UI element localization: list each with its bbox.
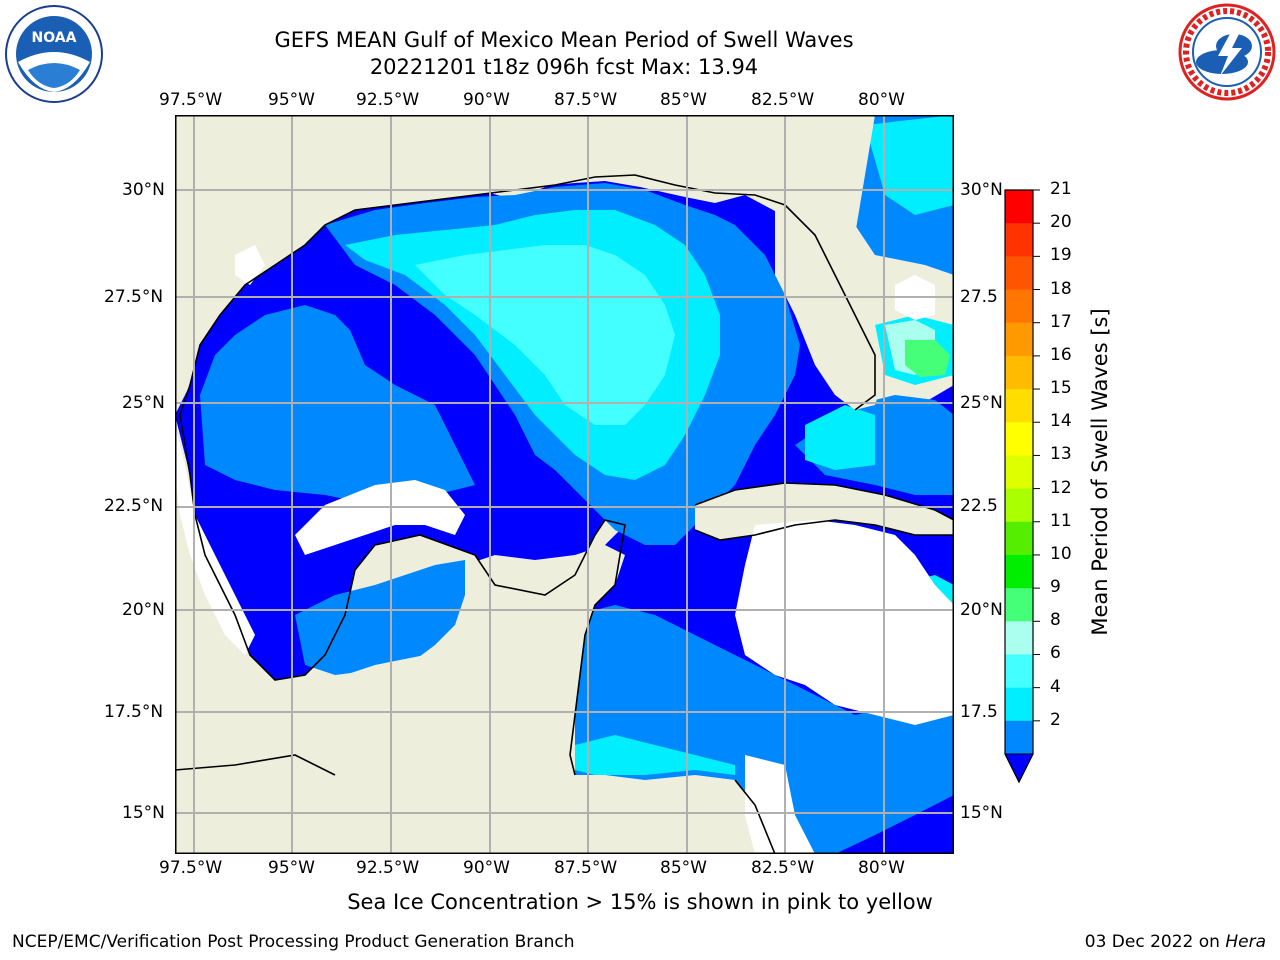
swell-4-6s [805, 405, 875, 470]
yucatan-land [175, 545, 775, 854]
colorbar-label: Mean Period of Swell Waves [s] [1088, 308, 1112, 636]
lon-tick-bottom: 95°W [268, 858, 315, 878]
colorbar-tick-label: 17 [1050, 311, 1072, 332]
colorbar-segment [1005, 521, 1033, 556]
map-subtitle: 20221201 t18z 096h fcst Max: 13.94 [369, 55, 759, 79]
colorbar-tick-label: 14 [1050, 411, 1072, 432]
lon-tick-top: 87.5°W [554, 90, 618, 110]
colorbar-segment [1005, 621, 1033, 655]
swell-4-6s [575, 735, 735, 775]
colorbar-tick-label: 16 [1050, 344, 1072, 365]
colorbar-segment [1005, 322, 1033, 357]
colorbar-extend-arrow [1004, 753, 1034, 784]
map-frame [175, 115, 954, 854]
nws-logo [1176, 2, 1278, 102]
lat-tick-right: 27.5 [960, 287, 998, 307]
lat-tick-left: 15°N [122, 803, 165, 823]
lat-tick-left: 25°N [122, 393, 165, 413]
lat-tick-right: 15°N [960, 803, 1003, 823]
colorbar-segment [1005, 223, 1033, 257]
lat-tick-left: 17.5°N [104, 702, 164, 722]
lon-tick-top: 80°W [858, 90, 905, 110]
colorbar-tick-label: 13 [1050, 444, 1072, 465]
lon-tick-bottom: 92.5°W [356, 858, 420, 878]
date-stamp: 03 Dec 2022 on Hera [1084, 932, 1266, 952]
machine-name: Hera [1225, 932, 1266, 952]
colorbar-segment [1005, 256, 1033, 291]
swell-9-10s [905, 340, 950, 377]
lat-tick-right: 17.5 [960, 702, 998, 722]
colorbar-segment [1005, 389, 1033, 423]
colorbar-segment [1005, 654, 1033, 689]
colorbar-tick-label: 2 [1050, 709, 1061, 730]
colorbar-segment [1005, 588, 1033, 622]
lat-tick-left: 27.5°N [104, 287, 164, 307]
map-title: GEFS MEAN Gulf of Mexico Mean Period of … [274, 28, 854, 52]
colorbar-ticks: 21 20 19 18 17 16 15 14 13 12 11 10 9 8 6 4 2 [1050, 178, 1090, 778]
lon-tick-bottom: 97.5°W [159, 858, 223, 878]
colorbar-tick-label: 11 [1050, 510, 1072, 531]
colorbar-tick-label: 20 [1050, 212, 1072, 233]
map-panel[interactable] [174, 115, 955, 855]
credit-text: NCEP/EMC/Verification Post Processing Pr… [12, 932, 575, 952]
colorbar-tick-label: 18 [1050, 278, 1072, 299]
lon-tick-top: 92.5°W [356, 90, 420, 110]
lat-tick-left: 30°N [122, 180, 165, 200]
lat-tick-right: 20°N [960, 600, 1003, 620]
noaa-logo: NOAA [4, 4, 104, 104]
lon-tick-bottom: 80°W [858, 858, 905, 878]
colorbar-tick-label: 8 [1050, 610, 1061, 631]
colorbar-frame [1004, 189, 1034, 784]
colorbar-tick-label: 6 [1050, 643, 1061, 664]
colorbar [1000, 185, 1042, 785]
florida-land [775, 115, 885, 410]
colorbar-segment [1005, 687, 1033, 722]
colorbar-tick-label: 19 [1050, 245, 1072, 266]
colorbar-tick-label: 21 [1050, 179, 1072, 199]
colorbar-segment [1005, 488, 1033, 523]
colorbar-tick-label: 12 [1050, 477, 1072, 498]
colorbar-segment [1005, 422, 1033, 456]
colorbar-segment [1005, 289, 1033, 324]
graticule [175, 115, 954, 854]
lon-tick-bottom: 85°W [660, 858, 707, 878]
colorbar-segment [1005, 190, 1033, 224]
lon-tick-bottom: 90°W [463, 858, 510, 878]
sea-ice-note: Sea Ice Concentration > 15% is shown in … [347, 890, 933, 914]
lon-tick-top: 90°W [463, 90, 510, 110]
swell-6-8s [415, 245, 675, 425]
lat-tick-left: 20°N [122, 600, 165, 620]
lon-tick-top: 95°W [268, 90, 315, 110]
no-data-areas [175, 245, 954, 854]
colorbar-tick-label: 10 [1050, 543, 1072, 564]
swell-2-4s [295, 560, 465, 675]
lon-tick-top: 85°W [660, 90, 707, 110]
lat-tick-right: 30°N [960, 180, 1003, 200]
colorbar-tick-label: 4 [1050, 676, 1061, 697]
colorbar-label-wrap: Mean Period of Swell Waves [s] [1080, 308, 1120, 635]
noaa-logo-text: NOAA [32, 30, 77, 46]
coastlines [174, 174, 955, 855]
lat-tick-left: 22.5°N [104, 496, 164, 516]
lat-tick-right: 25°N [960, 393, 1003, 413]
colorbar-segment [1005, 554, 1033, 589]
colorbar-tick-label: 15 [1050, 378, 1072, 399]
swell-period-map [174, 115, 955, 855]
colorbar-segment [1005, 355, 1033, 390]
swell-2-4s [200, 305, 475, 505]
colorbar-segment [1005, 455, 1033, 490]
colorbar-tick-label: 9 [1050, 577, 1061, 598]
colorbar-segment [1005, 720, 1033, 755]
lat-tick-right: 22.5 [960, 496, 998, 516]
lon-tick-bottom: 87.5°W [554, 858, 618, 878]
lon-tick-top: 82.5°W [751, 90, 815, 110]
lon-tick-top: 97.5°W [159, 90, 223, 110]
lon-tick-bottom: 82.5°W [751, 858, 815, 878]
